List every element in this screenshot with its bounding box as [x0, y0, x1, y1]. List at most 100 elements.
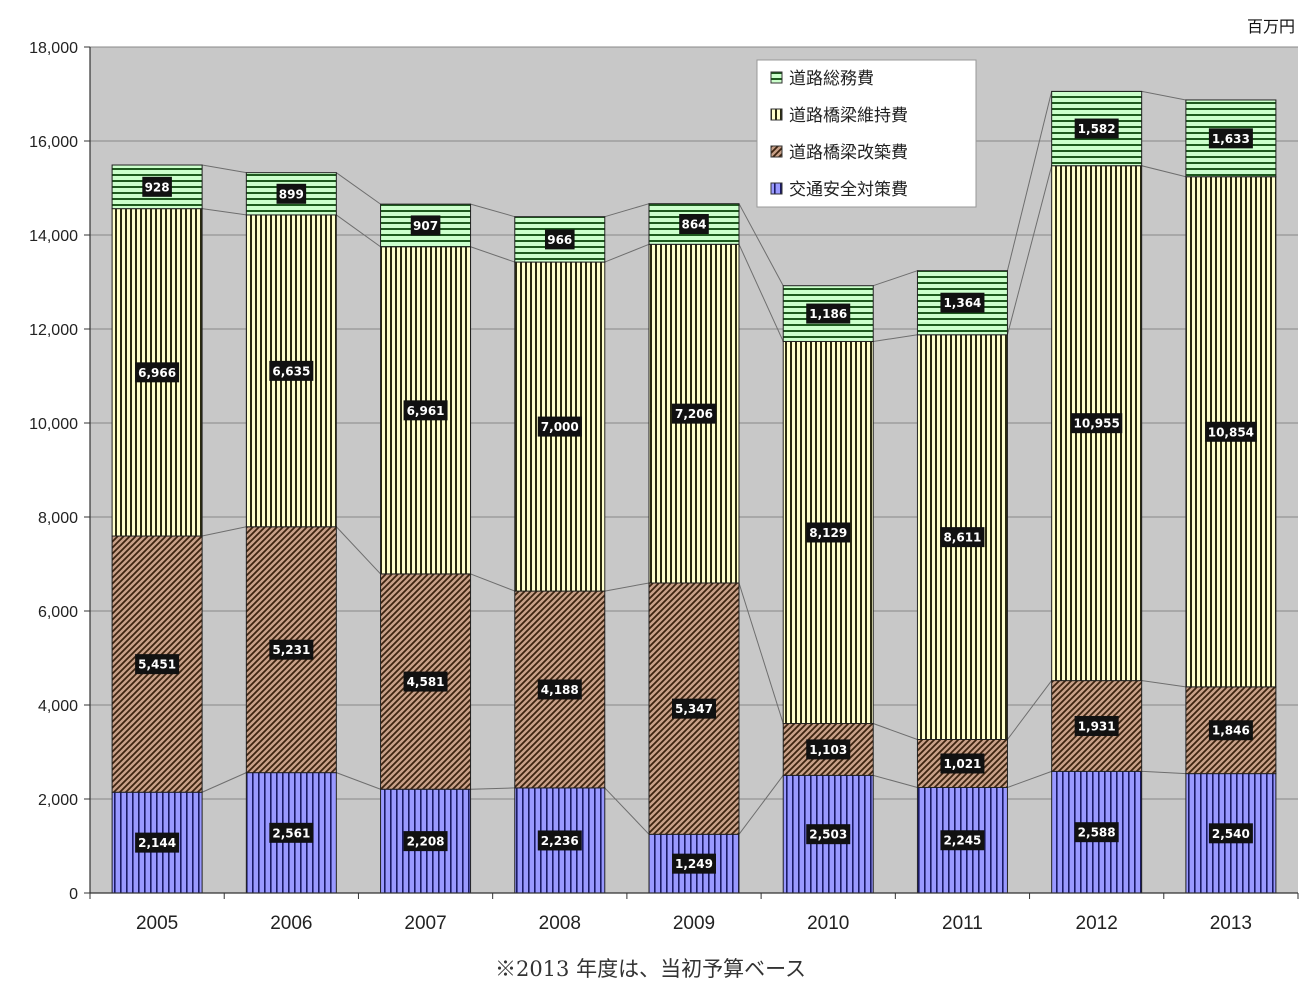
- value-label: 6,966: [138, 366, 176, 380]
- value-label: 907: [413, 219, 438, 233]
- value-label: 1,186: [809, 307, 847, 321]
- connector-line: [470, 787, 515, 790]
- value-label: 2,245: [943, 834, 981, 848]
- value-label: 1,846: [1212, 724, 1250, 738]
- value-label-bg: [806, 303, 851, 324]
- x-tick-label: 2009: [673, 913, 715, 934]
- connector-line: [202, 526, 247, 537]
- bars: [111, 90, 1277, 894]
- value-label: 1,364: [943, 296, 981, 310]
- value-label-bg: [403, 400, 448, 421]
- connector-line: [335, 526, 381, 575]
- value-labels: 2,144 5,451 6,966 928 2,561 5,231 6,635 899 2,20…: [135, 118, 1257, 874]
- value-label-bg: [410, 215, 441, 236]
- y-tick-label: 14,000: [29, 228, 78, 245]
- value-label: 2,588: [1078, 826, 1116, 840]
- connector-line: [604, 243, 650, 263]
- value-label-bg: [135, 832, 180, 853]
- connector-line: [604, 203, 650, 218]
- connector-line: [1141, 770, 1186, 775]
- y-tick-label: 8,000: [38, 510, 78, 527]
- connector-line: [873, 334, 918, 342]
- value-label: 10,955: [1074, 417, 1120, 431]
- value-label: 2,540: [1212, 827, 1250, 841]
- connector-line: [1141, 90, 1186, 101]
- y-tick-label: 16,000: [29, 134, 78, 151]
- y-tick-label: 18,000: [29, 40, 78, 57]
- value-label-bg: [269, 639, 314, 660]
- bar-segment: [111, 164, 203, 210]
- value-label: 864: [681, 218, 706, 232]
- value-label: 928: [145, 180, 170, 194]
- value-label-bg: [544, 229, 575, 250]
- value-label-bg: [269, 360, 314, 381]
- connector-line: [470, 573, 515, 592]
- value-label-bg: [940, 527, 985, 548]
- legend-swatch: [770, 182, 783, 195]
- value-label-bg: [940, 753, 985, 774]
- connector-line: [738, 203, 784, 286]
- connector-line: [738, 244, 784, 342]
- legend-swatch: [770, 71, 783, 84]
- value-label: 6,635: [272, 364, 310, 378]
- connector-line: [873, 270, 918, 287]
- value-label: 2,144: [138, 836, 176, 850]
- value-label: 1,582: [1078, 122, 1116, 136]
- value-label: 8,129: [809, 526, 847, 540]
- value-label-bg: [1208, 720, 1253, 741]
- y-tick-label: 2,000: [38, 792, 78, 809]
- value-label-bg: [806, 522, 851, 543]
- legend-label: 道路総務費: [789, 69, 874, 89]
- y-tick-label: 0: [69, 886, 78, 903]
- connector-line: [873, 723, 918, 740]
- x-tick-label: 2008: [539, 913, 581, 934]
- connector-line: [1006, 91, 1053, 271]
- stacked-bar-chart: 0 2,000 4,000 6,000 8,000 10,000 12,000 14,000 1…: [29, 17, 1299, 934]
- x-axis: 2005 2006 2007 2008 2009 2010 2011 2012 2013: [89, 892, 1299, 934]
- connector-line: [336, 172, 381, 205]
- value-label-bg: [537, 416, 582, 437]
- legend-label: 道路橋梁改築費: [789, 143, 908, 163]
- connector-line: [873, 774, 918, 788]
- connector-lines: [201, 90, 1187, 835]
- x-tick-label: 2005: [136, 913, 178, 934]
- footnote: ※2013 年度は、当初予算ベース: [494, 957, 807, 981]
- value-label-bg: [537, 679, 582, 700]
- value-label: 7,000: [541, 420, 579, 434]
- value-label-bg: [135, 654, 180, 675]
- y-tick-label: 10,000: [29, 416, 78, 433]
- connector-line: [738, 582, 784, 724]
- connector-line: [336, 772, 381, 790]
- x-tick-label: 2007: [404, 913, 446, 934]
- connector-line: [202, 208, 247, 216]
- value-label-bg: [1074, 118, 1119, 139]
- legend-swatch: [770, 145, 783, 158]
- connector-line: [604, 582, 650, 592]
- value-label-bg: [940, 292, 985, 313]
- value-label: 899: [279, 187, 304, 201]
- value-label: 2,236: [541, 834, 579, 848]
- x-tick-label: 2010: [807, 913, 849, 934]
- y-tick-label: 6,000: [38, 604, 78, 621]
- x-tick-label: 2011: [942, 913, 983, 934]
- x-tick-label: 2006: [270, 913, 312, 934]
- x-tick-label: 2013: [1210, 913, 1252, 934]
- value-label-bg: [1074, 715, 1119, 736]
- connector-line: [1006, 165, 1053, 335]
- y-tick-label: 12,000: [29, 322, 78, 339]
- connector-line: [336, 214, 381, 248]
- connector-line: [604, 787, 650, 835]
- value-label: 1,249: [675, 857, 713, 871]
- value-label: 4,188: [541, 683, 579, 697]
- value-label: 5,347: [675, 702, 713, 716]
- value-label: 1,931: [1078, 719, 1116, 733]
- value-label: 4,581: [407, 675, 445, 689]
- value-label: 5,231: [272, 643, 310, 657]
- value-label: 1,021: [943, 757, 981, 771]
- value-label-bg: [672, 853, 716, 874]
- value-label-bg: [403, 671, 448, 692]
- value-label: 6,961: [407, 404, 445, 418]
- value-label: 7,206: [675, 407, 713, 421]
- connector-line: [1141, 680, 1186, 688]
